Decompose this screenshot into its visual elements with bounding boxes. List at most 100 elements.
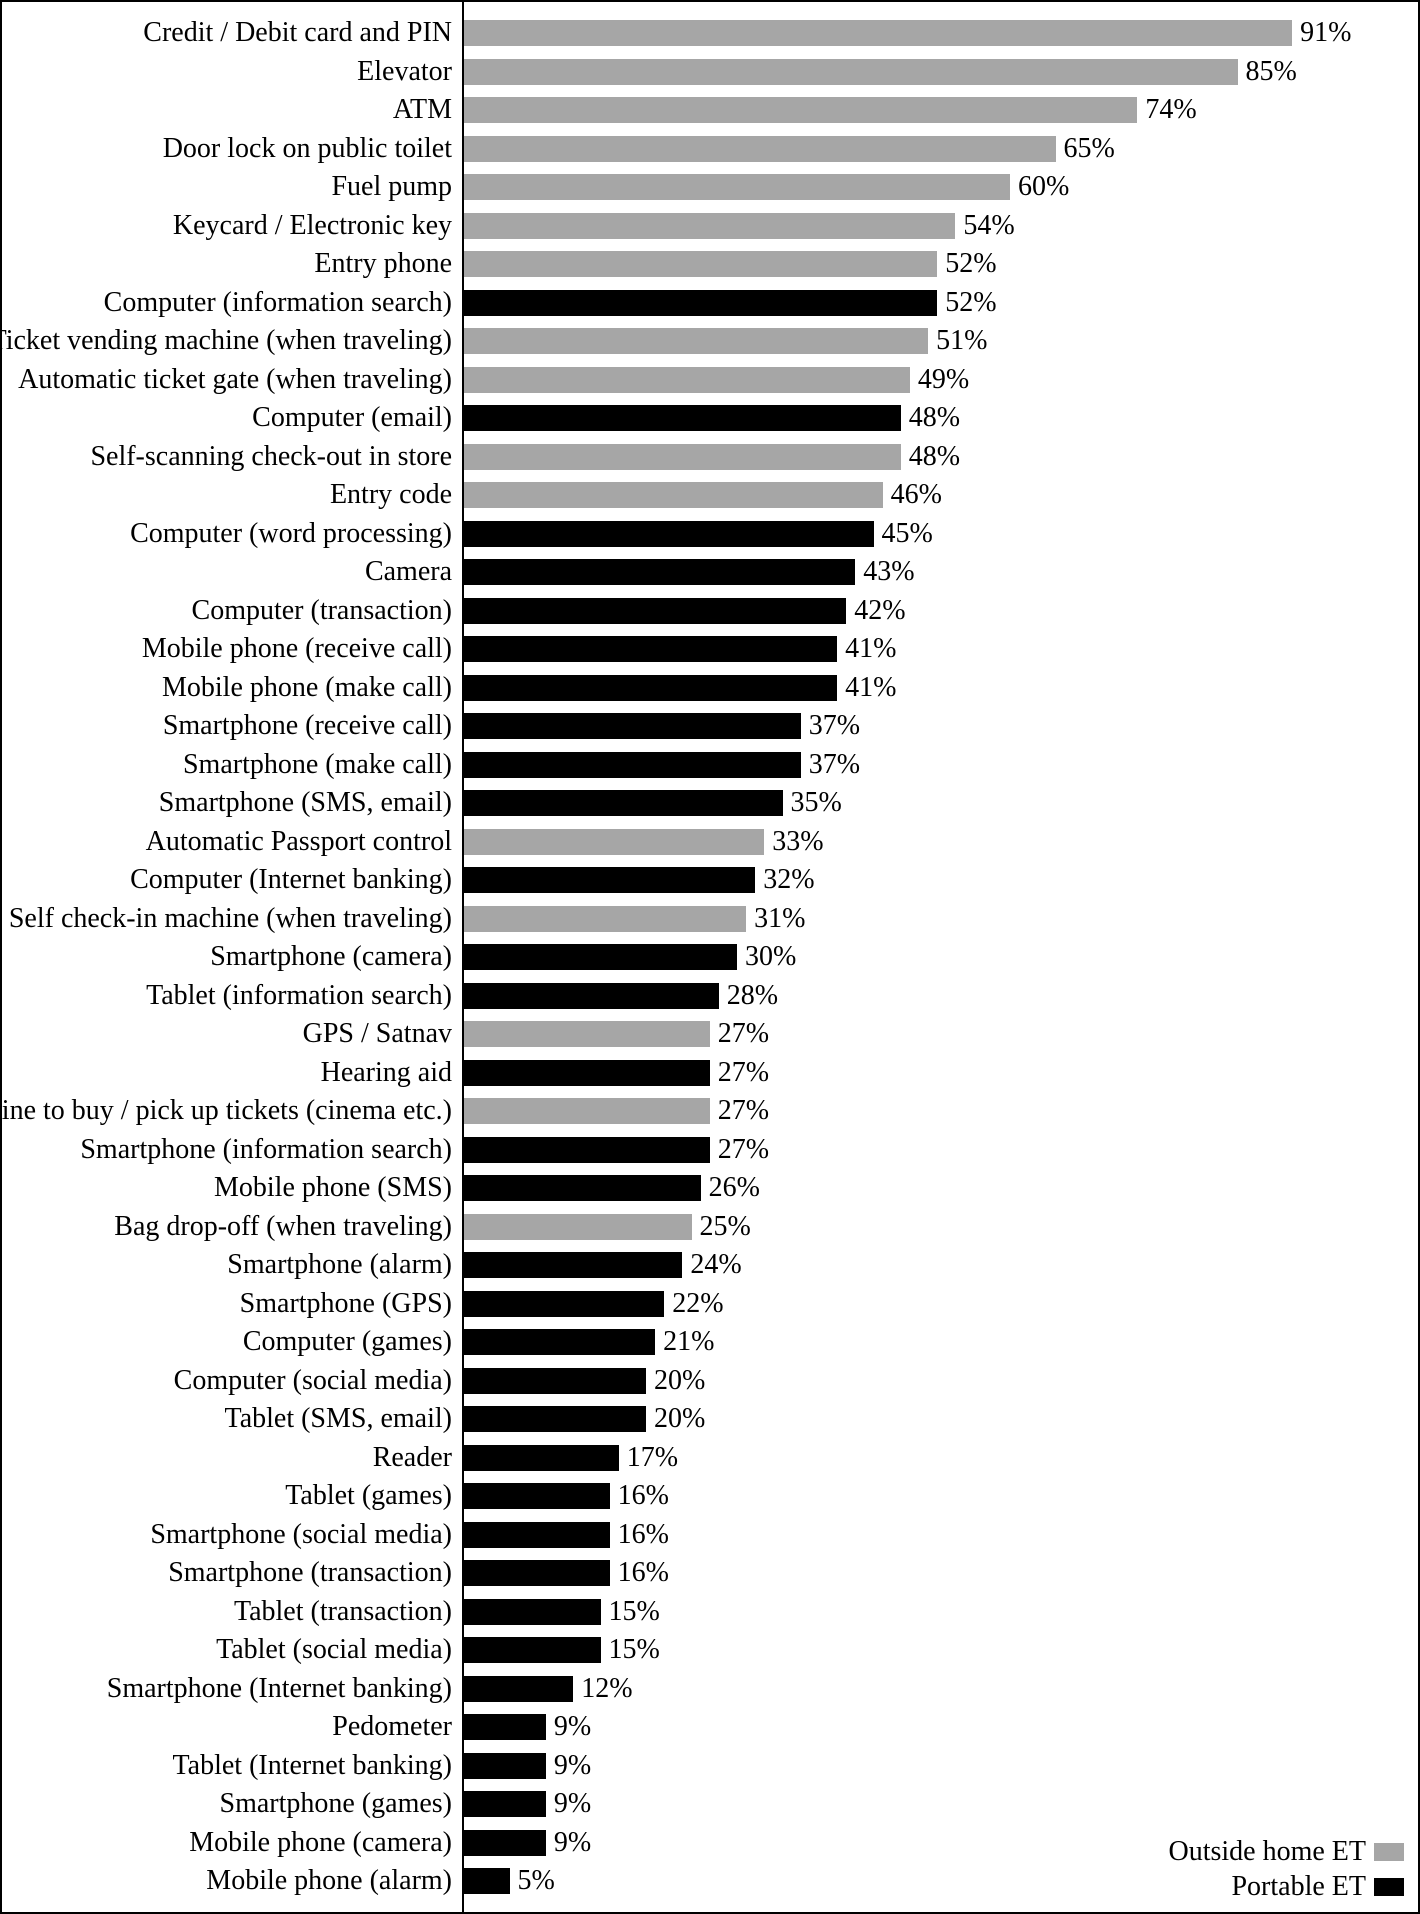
category-label: Smartphone (alarm) (227, 1249, 452, 1281)
bar (464, 906, 746, 932)
category-label: Elevator (357, 56, 452, 88)
category-label: Tablet (SMS, email) (225, 1403, 452, 1435)
bar (464, 1791, 546, 1817)
bar (464, 1252, 682, 1278)
category-label: Credit / Debit card and PIN (143, 17, 452, 49)
value-label: 60% (1018, 171, 1069, 203)
bar-row: Automatic Passport control33% (2, 823, 1418, 862)
bar (464, 213, 955, 239)
legend-item: Outside home ET (1168, 1834, 1404, 1869)
category-label: Computer (games) (243, 1326, 452, 1358)
category-label: Reader (373, 1442, 452, 1474)
category-label: Smartphone (SMS, email) (159, 787, 452, 819)
bar-row: Computer (games)21% (2, 1323, 1418, 1362)
value-label: 48% (909, 402, 960, 434)
bar-row: Smartphone (SMS, email) 35% (2, 784, 1418, 823)
bar (464, 20, 1292, 46)
value-label: 16% (618, 1480, 669, 1512)
bar (464, 1753, 546, 1779)
bar-row: Hearing aid27% (2, 1054, 1418, 1093)
bar-row: Mobile phone (make call)41% (2, 669, 1418, 708)
value-label: 27% (718, 1018, 769, 1050)
bar (464, 1291, 664, 1317)
value-label: 74% (1145, 94, 1196, 126)
bar (464, 1175, 701, 1201)
bar-row: Smartphone (social media)16% (2, 1516, 1418, 1555)
category-label: Camera (365, 556, 452, 588)
bar-row: Credit / Debit card and PIN 91% (2, 14, 1418, 53)
bar-row: Smartphone (camera)30% (2, 938, 1418, 977)
category-label: Mobile phone (alarm) (206, 1865, 452, 1897)
category-label: Self-scanning check-out in store (90, 441, 452, 473)
category-label: Computer (word processing) (130, 518, 452, 550)
bar-row: Mobile phone (receive call)41% (2, 630, 1418, 669)
bar-row: Tablet (transaction)15% (2, 1593, 1418, 1632)
bar (464, 675, 837, 701)
value-label: 52% (945, 248, 996, 280)
bar (464, 1329, 655, 1355)
bar-row: Computer (information search)52% (2, 284, 1418, 323)
value-label: 41% (845, 633, 896, 665)
bar (464, 1445, 619, 1471)
category-label: Computer (information search) (104, 287, 452, 319)
bar-row: Keycard / Electronic key54% (2, 207, 1418, 246)
value-label: 16% (618, 1519, 669, 1551)
bar-row: Mobile phone (SMS)26% (2, 1169, 1418, 1208)
value-label: 5% (518, 1865, 555, 1897)
bar (464, 251, 937, 277)
value-label: 35% (791, 787, 842, 819)
legend-label: Portable ET (1231, 1869, 1366, 1904)
bar (464, 1676, 573, 1702)
value-label: 27% (718, 1057, 769, 1089)
bar (464, 1098, 710, 1124)
category-label: Smartphone (games) (220, 1788, 453, 1820)
bar-row: Smartphone (GPS)22% (2, 1285, 1418, 1324)
category-label: Tablet (information search) (146, 980, 452, 1012)
category-label: Ticket vending machine (when traveling) (0, 325, 452, 357)
category-label: Computer (transaction) (192, 595, 452, 627)
category-label: Automatic Passport control (146, 826, 452, 858)
bar-row: Computer (word processing)45% (2, 515, 1418, 554)
value-label: 91% (1300, 17, 1351, 49)
bar-row: Smartphone (games)9% (2, 1785, 1418, 1824)
bar-row: Bag drop-off (when traveling) 25% (2, 1208, 1418, 1247)
bar-row: Reader17% (2, 1439, 1418, 1478)
value-label: 54% (963, 210, 1014, 242)
category-label: Bag drop-off (when traveling) (114, 1211, 452, 1243)
bar (464, 1560, 610, 1586)
value-label: 27% (718, 1134, 769, 1166)
bar-row: Pedometer9% (2, 1708, 1418, 1747)
bar (464, 1368, 646, 1394)
bar-row: Fuel pump 60% (2, 168, 1418, 207)
plot-area: Credit / Debit card and PIN 91% Elevator 85… (2, 2, 1418, 1912)
value-label: 28% (727, 980, 778, 1012)
legend-swatch (1374, 1843, 1404, 1861)
bar (464, 867, 755, 893)
value-label: 20% (654, 1365, 705, 1397)
value-label: 9% (554, 1711, 591, 1743)
category-label: Computer (social media) (174, 1365, 452, 1397)
legend-label: Outside home ET (1168, 1834, 1366, 1869)
bar-row: Smartphone (information search)27% (2, 1131, 1418, 1170)
value-label: 85% (1246, 56, 1297, 88)
value-label: 32% (763, 864, 814, 896)
bar (464, 174, 1010, 200)
bar (464, 829, 764, 855)
bar-row: Smartphone (alarm)24% (2, 1246, 1418, 1285)
bar (464, 1599, 601, 1625)
bar-row: Computer (email)48% (2, 399, 1418, 438)
value-label: 15% (609, 1634, 660, 1666)
category-label: Entry code (330, 479, 452, 511)
bar (464, 290, 937, 316)
bar (464, 97, 1137, 123)
category-label: Fuel pump (331, 171, 452, 203)
category-label: Machine to buy / pick up tickets (cinema… (0, 1095, 452, 1127)
category-label: Smartphone (camera) (210, 941, 452, 973)
bar (464, 1214, 692, 1240)
bar-row: Tablet (social media)15% (2, 1631, 1418, 1670)
bar (464, 367, 910, 393)
value-label: 16% (618, 1557, 669, 1589)
bar (464, 328, 928, 354)
value-label: 25% (700, 1211, 751, 1243)
value-label: 27% (718, 1095, 769, 1127)
